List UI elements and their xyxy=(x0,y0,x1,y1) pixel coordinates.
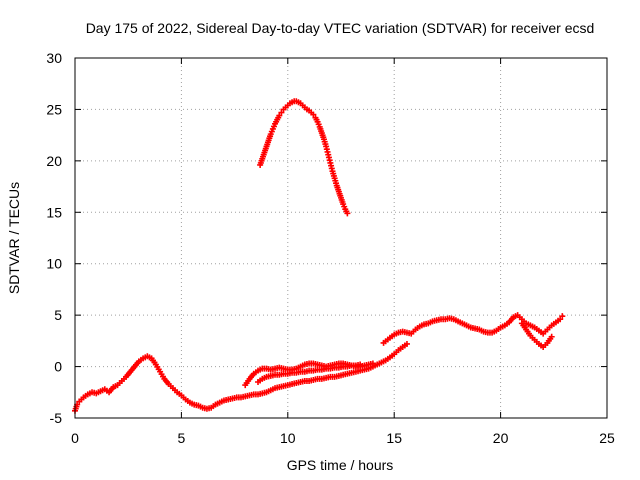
data-series xyxy=(72,98,566,414)
data-point xyxy=(557,316,564,323)
data-point xyxy=(548,333,555,340)
x-tick-label: 20 xyxy=(493,430,509,446)
y-tick-label: 10 xyxy=(46,256,62,272)
data-point xyxy=(276,112,283,119)
y-tick-label: 20 xyxy=(46,153,62,169)
y-tick-label: 25 xyxy=(46,101,62,117)
data-point xyxy=(357,361,364,368)
data-point xyxy=(559,313,566,320)
y-tick-label: 5 xyxy=(54,307,62,323)
plot-frame xyxy=(74,57,608,419)
y-tick-label: 30 xyxy=(46,50,62,66)
x-tick-label: 10 xyxy=(280,430,296,446)
x-tick-label: 15 xyxy=(386,430,402,446)
series-arc-dip xyxy=(518,320,555,351)
tick-labels: 0 5 10 15 20 25 -5 0 5 10 15 20 25 30 xyxy=(46,50,615,446)
series-arc-middle xyxy=(255,361,364,385)
y-tick-label: -5 xyxy=(50,410,63,426)
x-tick-label: 5 xyxy=(178,430,186,446)
chart-title: Day 175 of 2022, Sidereal Day-to-day VTE… xyxy=(86,20,595,36)
x-axis-label: GPS time / hours xyxy=(287,457,394,473)
y-axis-label: SDTVAR / TECUs xyxy=(6,182,22,294)
x-tick-label: 0 xyxy=(71,430,79,446)
data-point xyxy=(344,210,351,217)
data-point xyxy=(403,340,410,347)
y-tick-label: 0 xyxy=(54,359,62,375)
x-tick-label: 25 xyxy=(599,430,615,446)
data-point xyxy=(369,360,376,367)
grid-lines xyxy=(75,58,607,418)
series-arc-peak xyxy=(257,98,351,217)
series-arc-late xyxy=(380,312,566,346)
y-tick-label: 15 xyxy=(46,204,62,220)
data-point xyxy=(310,111,317,118)
data-point xyxy=(278,109,285,116)
series-arc-main xyxy=(72,340,410,414)
